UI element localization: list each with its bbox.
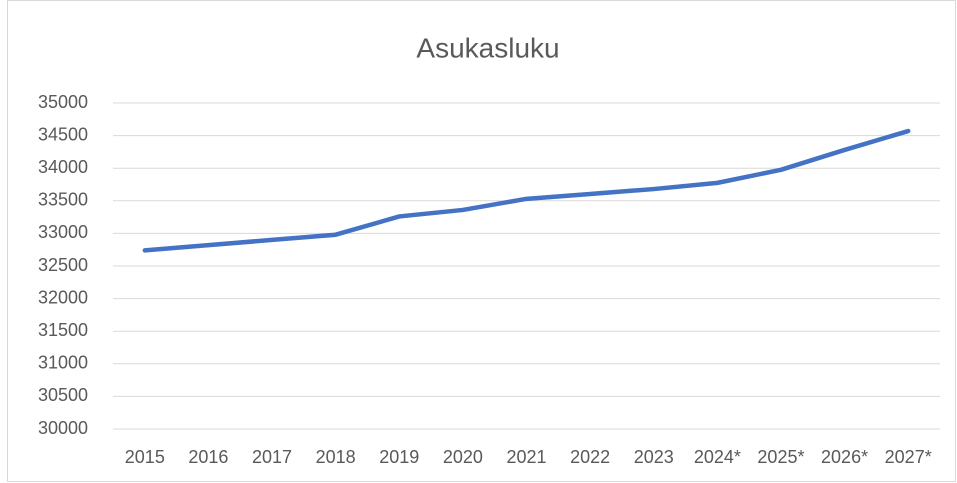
y-tick-label: 34500 — [38, 124, 88, 144]
y-tick-label: 34000 — [38, 157, 88, 177]
x-tick-label: 2018 — [316, 447, 356, 467]
x-tick-label: 2025* — [757, 447, 804, 467]
y-tick-label: 32500 — [38, 255, 88, 275]
x-tick-label: 2017 — [252, 447, 292, 467]
x-tick-label: 2020 — [443, 447, 483, 467]
x-tick-label: 2022 — [570, 447, 610, 467]
y-tick-label: 33000 — [38, 222, 88, 242]
x-tick-label: 2023 — [634, 447, 674, 467]
y-tick-label: 30500 — [38, 385, 88, 405]
x-tick-label: 2015 — [125, 447, 165, 467]
y-tick-label: 31000 — [38, 353, 88, 373]
x-tick-label: 2024* — [694, 447, 741, 467]
y-tick-label: 32000 — [38, 287, 88, 307]
chart-frame — [7, 0, 956, 482]
x-tick-label: 2026* — [821, 447, 868, 467]
chart-title: Asukasluku — [416, 32, 559, 63]
x-tick-label: 2027* — [885, 447, 932, 467]
y-tick-label: 31500 — [38, 320, 88, 340]
y-tick-label: 33500 — [38, 190, 88, 210]
x-tick-label: 2019 — [379, 447, 419, 467]
data-line — [142, 128, 911, 253]
x-tick-label: 2021 — [506, 447, 546, 467]
y-tick-label: 35000 — [38, 92, 88, 112]
y-tick-label: 30000 — [38, 418, 88, 438]
x-tick-label: 2016 — [188, 447, 228, 467]
